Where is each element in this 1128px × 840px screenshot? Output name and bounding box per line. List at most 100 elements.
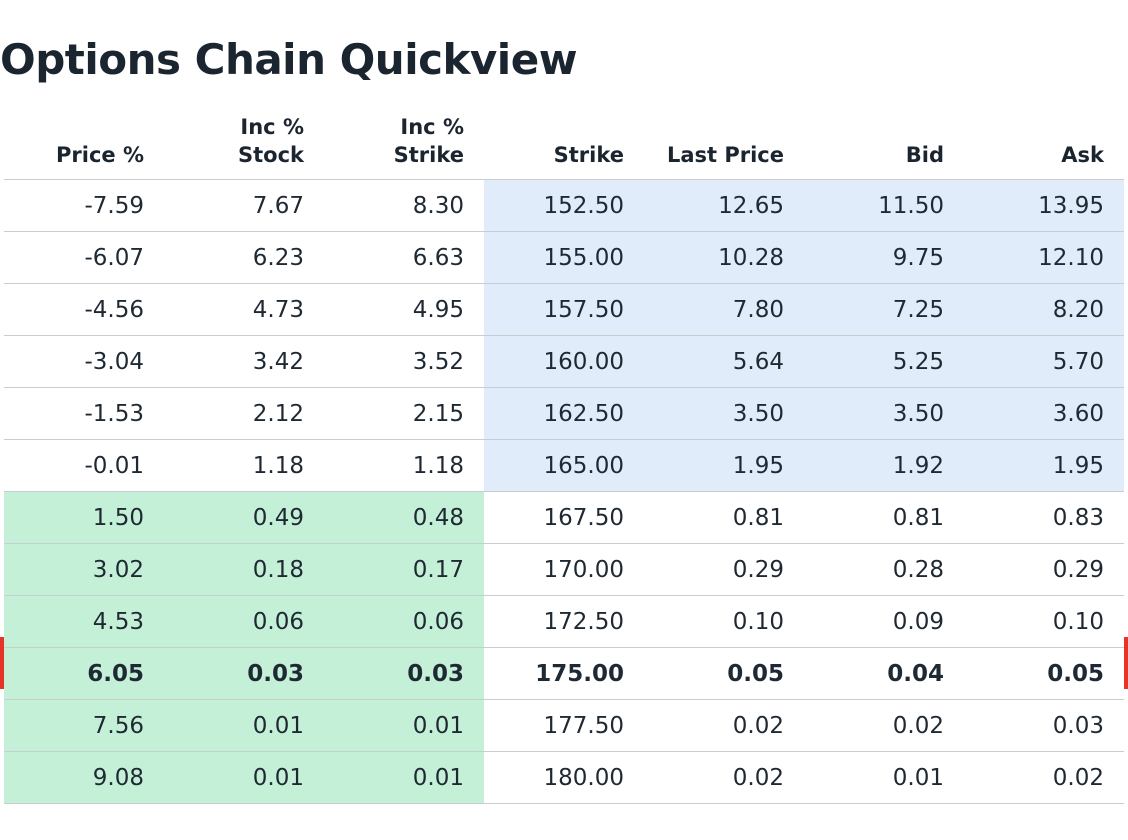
inc-pct-stock-cell: 6.23 [164, 231, 324, 284]
header-row: Price % Inc % Stock Inc % Strike Strike … [4, 100, 1124, 180]
price-pct-cell: -7.59 [4, 179, 164, 232]
header-price-pct[interactable]: Price % [4, 100, 164, 180]
table-header: Price % Inc % Stock Inc % Strike Strike … [4, 100, 1124, 180]
ask-cell: 0.02 [964, 751, 1124, 804]
price-pct-cell: -3.04 [4, 335, 164, 388]
inc-pct-strike-cell: 0.17 [324, 543, 484, 596]
strike-cell: 170.00 [484, 543, 644, 596]
inc-pct-stock-cell: 2.12 [164, 387, 324, 440]
strike-cell: 152.50 [484, 179, 644, 232]
bid-cell: 1.92 [804, 439, 964, 492]
strike-cell: 155.00 [484, 231, 644, 284]
last-price-cell: 5.64 [644, 335, 804, 388]
inc-pct-stock-cell: 0.01 [164, 699, 324, 752]
inc-pct-strike-cell: 6.63 [324, 231, 484, 284]
strike-cell: 175.00 [484, 647, 644, 700]
ask-cell: 12.10 [964, 231, 1124, 284]
inc-pct-strike-cell: 4.95 [324, 283, 484, 336]
inc-pct-strike-cell: 0.06 [324, 595, 484, 648]
strike-cell: 162.50 [484, 387, 644, 440]
inc-pct-strike-cell: 3.52 [324, 335, 484, 388]
header-last-price[interactable]: Last Price [644, 100, 804, 180]
table-row[interactable]: -0.01 1.18 1.18 165.00 1.95 1.92 1.95 [4, 439, 1124, 492]
table-row[interactable]: -6.07 6.23 6.63 155.00 10.28 9.75 12.10 [4, 231, 1124, 284]
strike-cell: 160.00 [484, 335, 644, 388]
table-body: -7.59 7.67 8.30 152.50 12.65 11.50 13.95… [4, 179, 1124, 804]
bid-cell: 5.25 [804, 335, 964, 388]
inc-pct-strike-cell: 0.01 [324, 751, 484, 804]
ask-cell: 0.29 [964, 543, 1124, 596]
bid-cell: 3.50 [804, 387, 964, 440]
header-bid[interactable]: Bid [804, 100, 964, 180]
price-pct-cell: -4.56 [4, 283, 164, 336]
ask-cell: 5.70 [964, 335, 1124, 388]
last-price-cell: 0.05 [644, 647, 804, 700]
strike-cell: 157.50 [484, 283, 644, 336]
last-price-cell: 12.65 [644, 179, 804, 232]
table-row[interactable]: -3.04 3.42 3.52 160.00 5.64 5.25 5.70 [4, 335, 1124, 388]
price-pct-cell: -1.53 [4, 387, 164, 440]
current-row-marker-left [0, 637, 4, 689]
inc-pct-strike-cell: 8.30 [324, 179, 484, 232]
last-price-cell: 0.10 [644, 595, 804, 648]
bid-cell: 0.28 [804, 543, 964, 596]
table-row[interactable]: 3.02 0.18 0.17 170.00 0.29 0.28 0.29 [4, 543, 1124, 596]
table-row[interactable]: 7.56 0.01 0.01 177.50 0.02 0.02 0.03 [4, 699, 1124, 752]
table-row[interactable]: -4.56 4.73 4.95 157.50 7.80 7.25 8.20 [4, 283, 1124, 336]
inc-pct-stock-cell: 3.42 [164, 335, 324, 388]
table-row-current[interactable]: 6.05 0.03 0.03 175.00 0.05 0.04 0.05 [4, 647, 1124, 700]
bid-cell: 0.01 [804, 751, 964, 804]
inc-pct-strike-cell: 2.15 [324, 387, 484, 440]
inc-pct-stock-cell: 1.18 [164, 439, 324, 492]
ask-cell: 0.10 [964, 595, 1124, 648]
last-price-cell: 7.80 [644, 283, 804, 336]
strike-cell: 165.00 [484, 439, 644, 492]
last-price-cell: 3.50 [644, 387, 804, 440]
inc-pct-strike-cell: 0.03 [324, 647, 484, 700]
price-pct-cell: -6.07 [4, 231, 164, 284]
header-inc-pct-strike[interactable]: Inc % Strike [324, 100, 484, 180]
inc-pct-stock-cell: 0.01 [164, 751, 324, 804]
price-pct-cell: 6.05 [4, 647, 164, 700]
price-pct-cell: 3.02 [4, 543, 164, 596]
last-price-cell: 0.81 [644, 491, 804, 544]
header-ask[interactable]: Ask [964, 100, 1124, 180]
table-row[interactable]: -1.53 2.12 2.15 162.50 3.50 3.50 3.60 [4, 387, 1124, 440]
bid-cell: 0.09 [804, 595, 964, 648]
table-row[interactable]: -7.59 7.67 8.30 152.50 12.65 11.50 13.95 [4, 179, 1124, 232]
header-strike[interactable]: Strike [484, 100, 644, 180]
price-pct-cell: 4.53 [4, 595, 164, 648]
price-pct-cell: 1.50 [4, 491, 164, 544]
strike-cell: 172.50 [484, 595, 644, 648]
last-price-cell: 0.02 [644, 699, 804, 752]
inc-pct-stock-cell: 7.67 [164, 179, 324, 232]
ask-cell: 8.20 [964, 283, 1124, 336]
bid-cell: 11.50 [804, 179, 964, 232]
inc-pct-strike-cell: 0.48 [324, 491, 484, 544]
price-pct-cell: -0.01 [4, 439, 164, 492]
inc-pct-stock-cell: 0.18 [164, 543, 324, 596]
inc-pct-strike-cell: 1.18 [324, 439, 484, 492]
last-price-cell: 0.02 [644, 751, 804, 804]
last-price-cell: 0.29 [644, 543, 804, 596]
strike-cell: 180.00 [484, 751, 644, 804]
table-row[interactable]: 9.08 0.01 0.01 180.00 0.02 0.01 0.02 [4, 751, 1124, 804]
ask-cell: 0.83 [964, 491, 1124, 544]
inc-pct-stock-cell: 0.49 [164, 491, 324, 544]
bid-cell: 0.04 [804, 647, 964, 700]
current-row-marker-right [1124, 637, 1128, 689]
last-price-cell: 10.28 [644, 231, 804, 284]
options-chain-table: Price % Inc % Stock Inc % Strike Strike … [4, 100, 1124, 804]
page-title: Options Chain Quickview [0, 35, 578, 84]
price-pct-cell: 7.56 [4, 699, 164, 752]
inc-pct-stock-cell: 4.73 [164, 283, 324, 336]
last-price-cell: 1.95 [644, 439, 804, 492]
inc-pct-stock-cell: 0.06 [164, 595, 324, 648]
table-row[interactable]: 1.50 0.49 0.48 167.50 0.81 0.81 0.83 [4, 491, 1124, 544]
table-row[interactable]: 4.53 0.06 0.06 172.50 0.10 0.09 0.10 [4, 595, 1124, 648]
ask-cell: 3.60 [964, 387, 1124, 440]
strike-cell: 167.50 [484, 491, 644, 544]
bid-cell: 9.75 [804, 231, 964, 284]
inc-pct-strike-cell: 0.01 [324, 699, 484, 752]
header-inc-pct-stock[interactable]: Inc % Stock [164, 100, 324, 180]
